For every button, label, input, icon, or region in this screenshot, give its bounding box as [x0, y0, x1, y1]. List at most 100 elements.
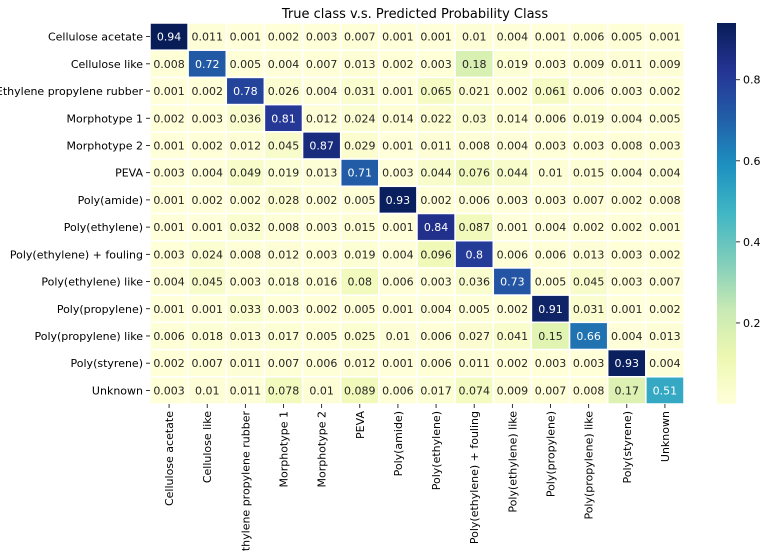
cell-value-label: 0.005	[344, 303, 376, 316]
heatmap-cell	[301, 131, 342, 160]
cell-value-label: 0.049	[230, 167, 262, 180]
cell-value-label: 0.015	[344, 221, 376, 234]
x-tick-label: Ethylene propylene rubber	[239, 411, 252, 551]
y-axis-tick-labels: Cellulose acetate Cellulose like Ethylene …	[0, 31, 150, 397]
colorbar-tick-label: 0.2	[743, 317, 761, 330]
cell-value-label: 0.08	[348, 276, 373, 289]
cell-value-label: 0.027	[458, 330, 490, 343]
cell-value-label: 0.001	[191, 221, 223, 234]
cell-value-label: 0.045	[268, 139, 300, 152]
heatmap-cell	[225, 49, 266, 79]
heatmap-cell	[225, 267, 266, 296]
cell-value-label: 0.011	[611, 58, 643, 71]
cell-value-label: 0.012	[230, 139, 262, 152]
cell-value-label: 0.002	[611, 221, 643, 234]
y-tick-label: Poly(propylene)	[57, 303, 143, 316]
x-tick-label: Poly(ethylene)	[430, 411, 443, 490]
heatmap-cell	[263, 158, 304, 188]
heatmap-cell	[378, 158, 418, 188]
cell-value-label: 0.002	[649, 303, 681, 316]
cell-value-label: 0.006	[420, 330, 452, 343]
cell-value-label: 0.001	[382, 31, 414, 44]
cell-value-label: 0.002	[611, 194, 643, 207]
heatmap-cell	[339, 212, 380, 242]
x-tick-label: Poly(propylene)	[545, 411, 558, 497]
cell-value-label: 0.003	[230, 276, 262, 289]
cell-value-label: 0.006	[573, 31, 605, 44]
cell-value-label: 0.011	[420, 139, 452, 152]
heatmap-cell	[339, 267, 380, 296]
cell-value-label: 0.019	[344, 248, 376, 261]
cell-value-label: 0.004	[535, 221, 567, 234]
cell-value-label: 0.72	[195, 58, 220, 71]
heatmap-cell	[263, 185, 304, 215]
cell-value-label: 0.013	[230, 330, 262, 343]
heatmap-cell	[645, 185, 685, 215]
heatmap-cell	[416, 76, 456, 106]
cell-value-label: 0.002	[191, 85, 223, 98]
cell-value-label: 0.004	[420, 303, 452, 316]
cell-value-label: 0.006	[497, 248, 529, 261]
x-tick-label: Poly(propylene) like	[583, 411, 596, 520]
cell-value-label: 0.006	[382, 384, 414, 397]
cell-value-label: 0.003	[153, 384, 185, 397]
heatmap-cell	[492, 239, 533, 269]
cell-value-label: 0.024	[191, 248, 223, 261]
cell-value-label: 0.009	[573, 58, 605, 71]
cell-value-label: 0.01	[309, 384, 334, 397]
heatmap-cell	[568, 185, 609, 215]
cell-value-label: 0.001	[153, 221, 185, 234]
cell-value-label: 0.026	[268, 85, 300, 98]
heatmap-cell	[339, 376, 380, 405]
heatmap-cells: 0.94 0.011 0.001 0.002 0.003 0.007 0.001 0.001 0…	[149, 22, 685, 405]
y-tick-label: Ethylene propylene rubber	[0, 85, 143, 98]
cell-value-label: 0.001	[191, 303, 223, 316]
cell-value-label: 0.003	[573, 139, 605, 152]
cell-value-label: 0.001	[382, 357, 414, 370]
y-tick-label: Morphotype 1	[67, 112, 144, 125]
cell-value-label: 0.001	[535, 31, 567, 44]
heatmap-cell	[606, 103, 647, 133]
cell-value-label: 0.016	[306, 276, 338, 289]
cell-value-label: 0.001	[230, 31, 262, 44]
heatmap-cell	[416, 348, 456, 378]
cell-value-label: 0.061	[535, 85, 567, 98]
cell-value-label: 0.078	[268, 384, 300, 397]
heatmap-cell	[149, 76, 189, 106]
cell-value-label: 0.001	[649, 221, 681, 234]
heatmap-cell	[568, 131, 609, 160]
cell-value-label: 0.008	[230, 248, 262, 261]
cell-value-label: 0.84	[424, 221, 449, 234]
cell-value-label: 0.076	[458, 167, 490, 180]
heatmap-cell	[530, 131, 571, 160]
cell-value-label: 0.002	[649, 85, 681, 98]
heatmap-cell	[301, 376, 342, 405]
cell-value-label: 0.005	[458, 303, 490, 316]
heatmap-cell	[225, 103, 266, 133]
heatmap-cell	[492, 131, 533, 160]
cell-value-label: 0.045	[573, 276, 605, 289]
heatmap-cell	[416, 294, 456, 324]
heatmap-cell	[187, 294, 228, 324]
cell-value-label: 0.003	[535, 58, 567, 71]
cell-value-label: 0.003	[573, 357, 605, 370]
cell-value-label: 0.003	[153, 248, 185, 261]
cell-value-label: 0.009	[649, 58, 681, 71]
cell-value-label: 0.004	[497, 139, 529, 152]
cell-value-label: 0.002	[268, 31, 300, 44]
cell-value-label: 0.003	[535, 139, 567, 152]
cell-value-label: 0.012	[268, 248, 300, 261]
y-tick-label: PEVA	[115, 167, 143, 180]
cell-value-label: 0.008	[611, 139, 643, 152]
cell-value-label: 0.001	[420, 31, 452, 44]
heatmap-cell	[149, 185, 189, 215]
cell-value-label: 0.004	[306, 85, 338, 98]
y-tick-label: Poly(styrene)	[71, 357, 143, 370]
cell-value-label: 0.66	[576, 330, 601, 343]
cell-value-label: 0.065	[420, 85, 452, 98]
heatmap-cell	[568, 376, 609, 405]
cell-value-label: 0.004	[268, 58, 300, 71]
cell-value-label: 0.002	[497, 303, 529, 316]
cell-value-label: 0.004	[611, 330, 643, 343]
heatmap-cell	[225, 158, 266, 188]
